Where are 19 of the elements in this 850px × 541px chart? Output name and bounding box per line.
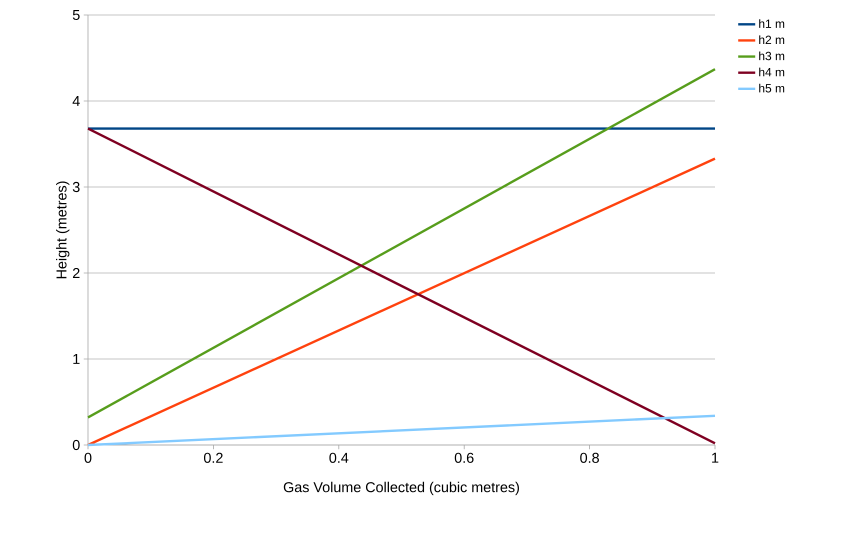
y-tick-label: 5 [72,10,80,20]
x-tick-label: 0.4 [329,452,348,463]
x-tick-label: 0 [84,452,92,463]
y-axis-title: Height (metres) [56,181,70,278]
y-tick-label: 4 [72,96,80,106]
y-tick-label: 2 [72,268,80,278]
y-tick-label: 0 [72,440,80,450]
y-tick-label: 3 [72,182,80,192]
y-tick-label: 1 [73,354,80,364]
x-tick-label: 0.6 [454,452,474,463]
x-tick-label: 1 [712,452,718,463]
x-axis-title: Gas Volume Collected (cubic metres) [284,482,519,496]
legend-label: h1 m [759,19,784,28]
x-tick-label: 0.8 [580,452,599,463]
legend-label: h5 m [759,84,784,92]
x-tick-label: 0.2 [204,452,223,463]
legend-label: h3 m [759,51,784,60]
legend-label: h4 m [759,68,784,76]
legend-label: h2 m [759,35,784,44]
